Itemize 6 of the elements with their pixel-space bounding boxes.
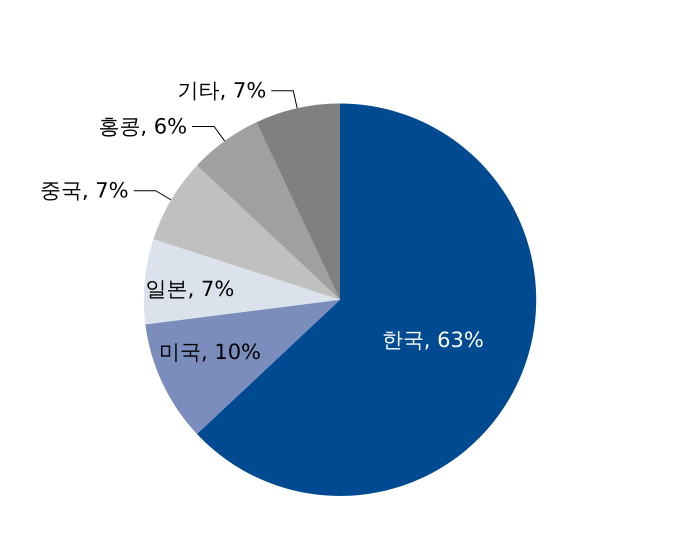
slice-label: 기타, 7% xyxy=(178,78,266,103)
slice-label: 홍콩, 6% xyxy=(98,114,188,138)
slice-label: 일본, 7% xyxy=(146,277,234,301)
slice-label: 미국, 10% xyxy=(158,340,262,364)
slice-label: 한국, 63% xyxy=(382,328,484,352)
slice-label: 중국, 7% xyxy=(40,178,129,203)
